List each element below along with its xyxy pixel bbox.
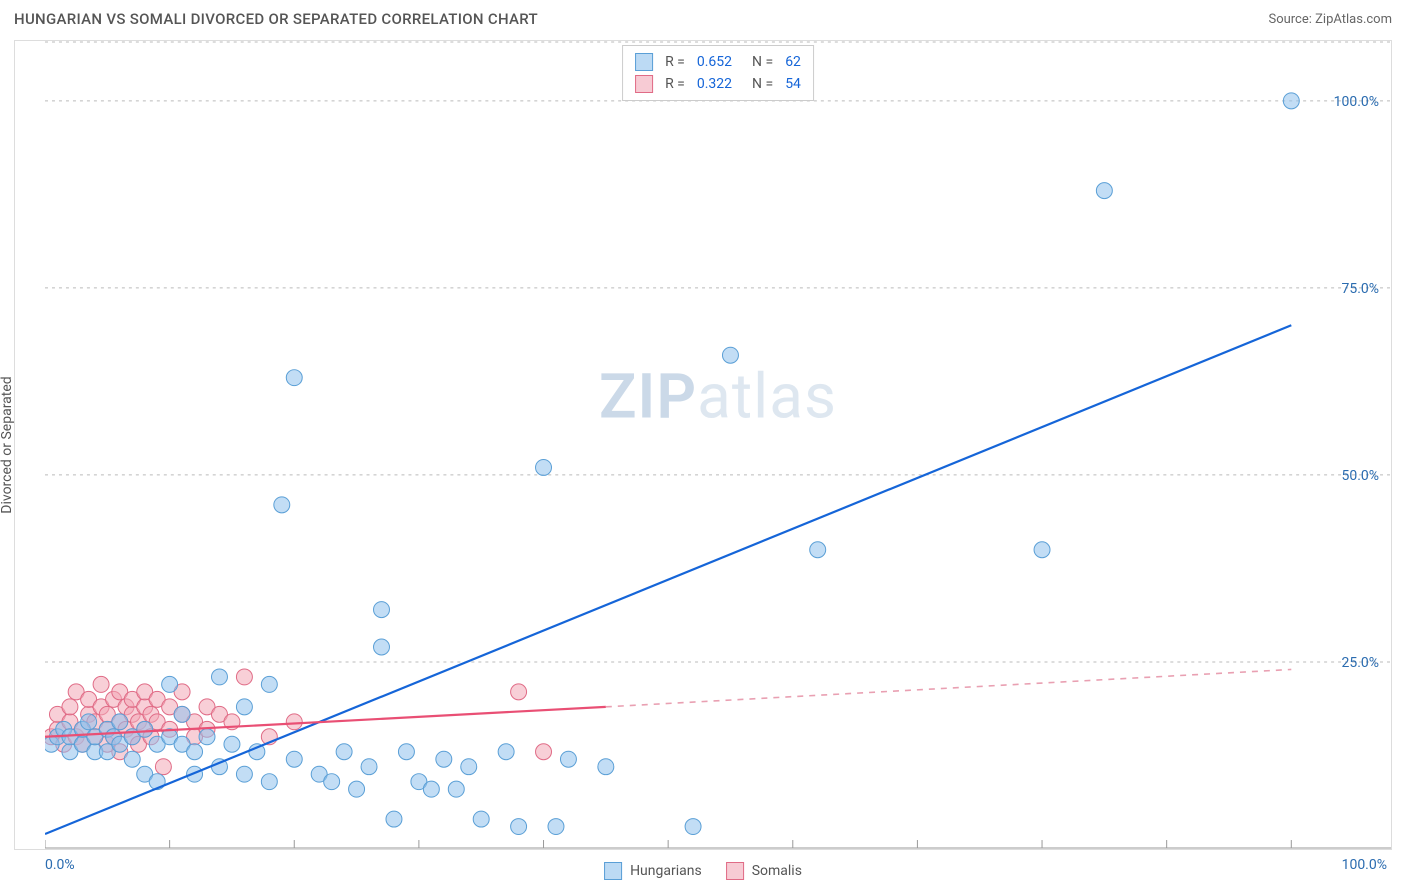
svg-text:100.0%: 100.0% <box>1334 94 1379 110</box>
scatter-plot-svg: 25.0% 50.0% 75.0% 100.0% <box>45 41 1391 849</box>
legend-correlation-row: R = 0.322 N = 54 <box>635 73 801 95</box>
legend-swatch-pink <box>635 75 653 93</box>
svg-text:50.0%: 50.0% <box>1342 468 1379 484</box>
legend-swatch-blue <box>635 53 653 71</box>
n-label: N = <box>752 51 773 73</box>
legend-swatch-pink <box>726 862 744 880</box>
r-label: R = <box>665 51 685 73</box>
y-axis-label: Divorced or Separated <box>0 376 15 513</box>
chart-container: Divorced or Separated 25.0%50.0%75.0%100… <box>14 40 1392 850</box>
n-value: 62 <box>785 51 801 73</box>
source-prefix: Source: <box>1268 12 1315 27</box>
source-link[interactable]: ZipAtlas.com <box>1315 12 1392 27</box>
n-label: N = <box>752 73 773 95</box>
plot-area: 25.0%50.0%75.0%100.0% ZIPatlas R =0.652N… <box>45 41 1391 849</box>
legend-series-label: Somalis <box>752 863 802 879</box>
legend-correlation: R = 0.652 N = 62 R = 0.322 N = 54 <box>622 45 814 101</box>
svg-text:25.0%: 25.0% <box>1342 655 1379 671</box>
legend-series: Hungarians Somalis <box>604 862 802 880</box>
x-axis-max-label: 100.0% <box>1342 857 1387 873</box>
chart-title: HUNGARIAN VS SOMALI DIVORCED OR SEPARATE… <box>14 10 538 28</box>
svg-text:75.0%: 75.0% <box>1342 281 1379 297</box>
r-value: 0.652 <box>697 51 732 73</box>
r-value: 0.322 <box>697 73 732 95</box>
legend-series-label: Hungarians <box>630 863 702 879</box>
legend-series-item: Hungarians <box>604 862 702 880</box>
n-value: 54 <box>785 73 801 95</box>
legend-swatch-blue <box>604 862 622 880</box>
source-label: Source: ZipAtlas.com <box>1268 12 1392 27</box>
r-label: R = <box>665 73 685 95</box>
legend-series-item: Somalis <box>726 862 802 880</box>
legend-correlation-row: R = 0.652 N = 62 <box>635 51 801 73</box>
x-axis-min-label: 0.0% <box>45 857 75 873</box>
